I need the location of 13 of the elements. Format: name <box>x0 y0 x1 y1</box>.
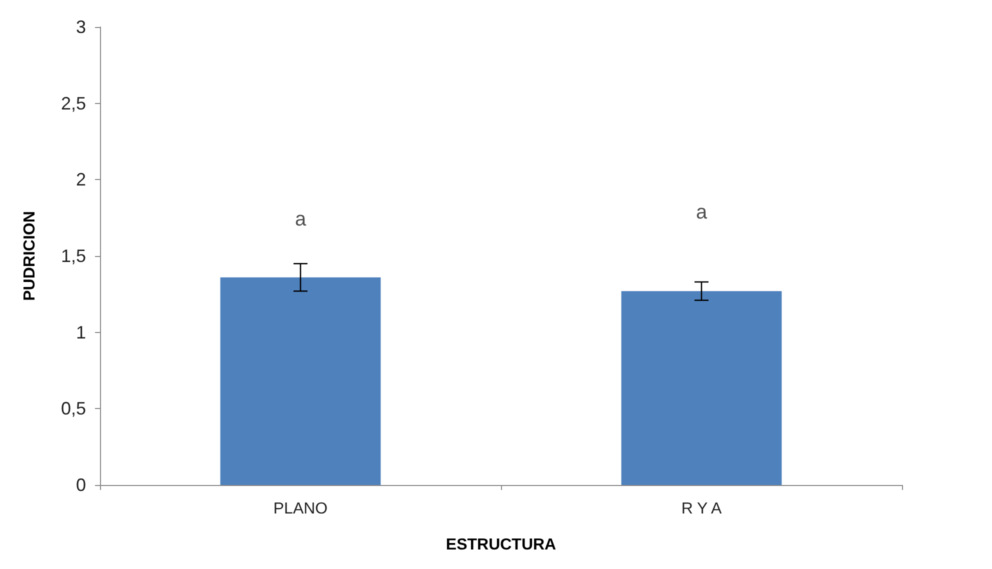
y-tick-label: 1 <box>76 322 86 342</box>
x-tick-label: R Y A <box>681 500 722 518</box>
x-axis-title: ESTRUCTURA <box>446 536 557 554</box>
y-tick-label: 2,5 <box>60 93 86 114</box>
y-tick-label: 0,5 <box>60 398 86 419</box>
y-tick-label: 3 <box>76 17 86 37</box>
y-axis-title: PUDRICION <box>22 211 38 301</box>
annotation: a <box>696 201 708 224</box>
y-tick-label: 1,5 <box>60 246 86 266</box>
y-tick-label: 0 <box>76 475 86 495</box>
x-tick-label: PLANO <box>273 500 328 518</box>
annotation: a <box>294 208 307 230</box>
y-tick-label: 2 <box>76 170 86 190</box>
